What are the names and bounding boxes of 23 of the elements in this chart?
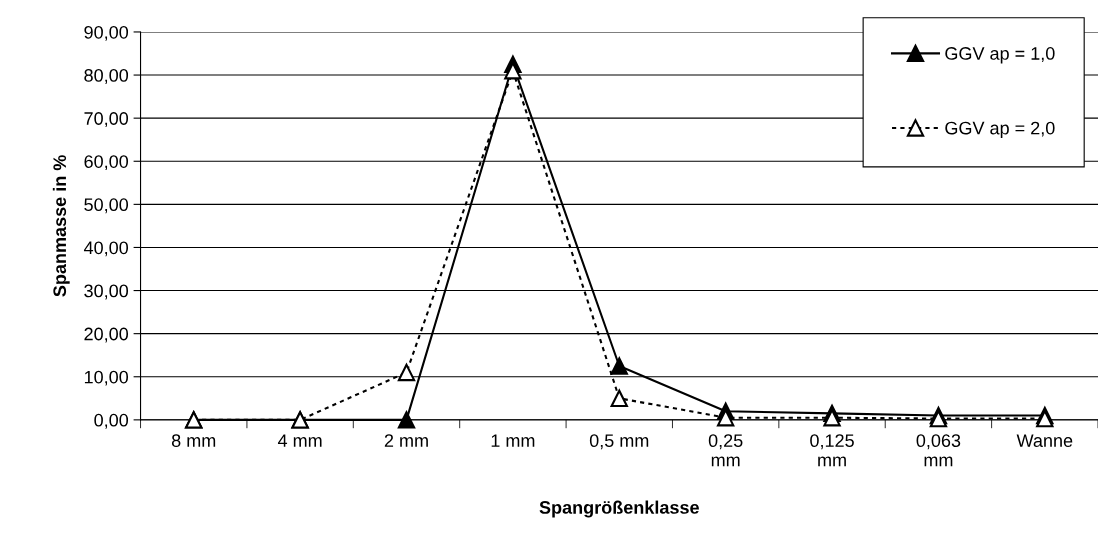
- x-tick-label: 8 mm: [171, 434, 216, 448]
- y-tick-label: 80,00: [84, 68, 129, 84]
- y-tick-label: 20,00: [84, 327, 129, 343]
- y-tick-label: 50,00: [84, 198, 129, 214]
- legend-label: GGV ap = 1,0: [945, 47, 1055, 64]
- x-tick-label: 2 mm: [384, 434, 428, 447]
- y-tick-label: 70,00: [84, 112, 129, 128]
- x-tick-label: 4 mm: [277, 434, 322, 447]
- legend-label: GGV ap = 2,0: [945, 121, 1055, 139]
- x-tick-label: 0,063 mm: [916, 434, 961, 467]
- y-tick-label: 10,00: [84, 370, 129, 386]
- y-axis-title: Spanmasse in %: [52, 155, 70, 297]
- x-axis-title: Spangrößenklasse: [539, 500, 699, 518]
- y-tick-label: 30,00: [84, 284, 129, 300]
- x-tick-label: 0,5 mm: [589, 434, 649, 450]
- x-tick-label: Wanne: [1016, 434, 1073, 448]
- x-tick-label: 0,25 mm: [708, 434, 743, 467]
- x-tick-label: 1 mm: [491, 434, 535, 447]
- y-tick-label: 0,00: [94, 413, 129, 429]
- y-tick-label: 60,00: [84, 155, 129, 171]
- y-tick-label: 90,00: [84, 25, 129, 41]
- x-tick-label: 0,125 mm: [810, 434, 854, 467]
- y-tick-label: 40,00: [83, 241, 129, 257]
